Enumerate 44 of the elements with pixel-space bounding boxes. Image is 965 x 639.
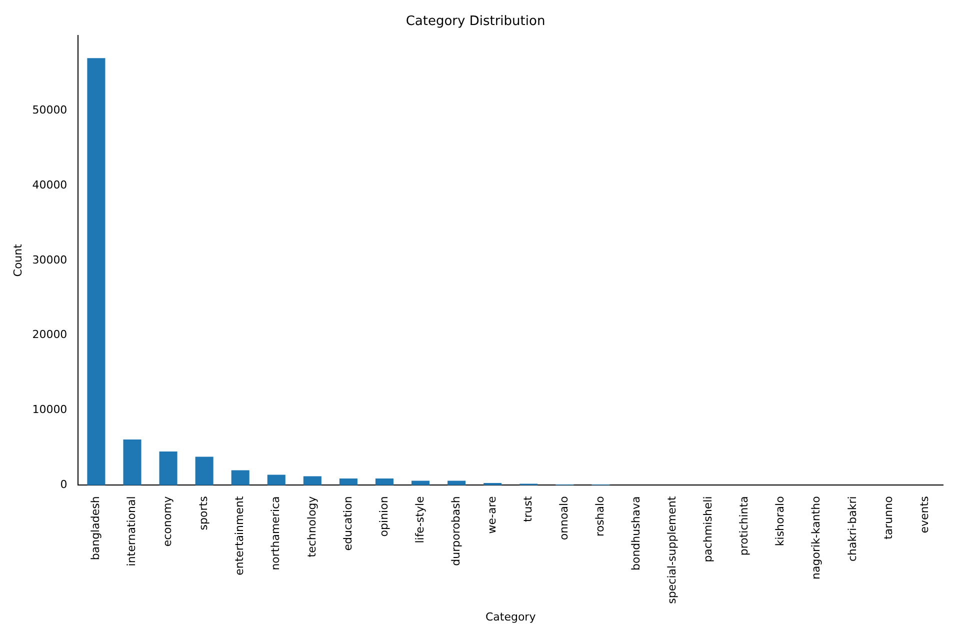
x-tick-label: opinion — [377, 496, 390, 537]
bar — [231, 470, 250, 486]
x-tick-label: chakri-bakri — [846, 496, 859, 562]
bar — [412, 480, 430, 486]
x-tick-label: we-are — [485, 496, 498, 534]
x-tick-label: economy — [161, 496, 174, 547]
x-tick-label: bondhushava — [630, 496, 643, 571]
x-tick-label: international — [125, 496, 138, 566]
bar — [195, 456, 214, 486]
bar — [87, 58, 106, 486]
x-tick-label: events — [918, 496, 931, 534]
x-tick-label: durporobash — [449, 496, 462, 566]
x-tick-label: roshalo — [594, 496, 607, 536]
x-tick-label: life-style — [413, 496, 426, 544]
x-tick-label: trust — [521, 496, 534, 522]
x-tick-label: northamerica — [269, 496, 282, 570]
x-tick-label: kishoralo — [774, 496, 787, 546]
y-tick-label: 10000 — [32, 403, 68, 416]
x-tick-label: bangladesh — [89, 496, 102, 560]
y-tick-label: 30000 — [32, 253, 68, 266]
bar — [375, 478, 394, 486]
bar — [448, 480, 466, 486]
x-tick-label: onnoalo — [558, 496, 571, 540]
bar — [123, 439, 142, 486]
bar — [159, 451, 178, 486]
y-tick-label: 20000 — [32, 328, 68, 342]
y-tick-label: 0 — [60, 478, 68, 492]
x-tick-label: nagorik-kantho — [810, 496, 823, 580]
x-tick-label: tarunno — [882, 496, 895, 540]
x-axis-title: Category — [485, 610, 536, 624]
bar — [339, 478, 358, 486]
y-tick-label: 50000 — [32, 103, 68, 116]
bar — [303, 476, 322, 486]
x-tick-label: protichinta — [738, 496, 751, 556]
x-tick-label: technology — [305, 496, 318, 558]
x-tick-label: pachmisheli — [702, 496, 715, 562]
bar — [267, 474, 286, 486]
chart-title: Category Distribution — [406, 14, 546, 30]
y-tick-label: 40000 — [32, 178, 68, 192]
y-axis-title: Count — [11, 243, 24, 277]
x-tick-label: special-supplement — [666, 496, 679, 604]
x-tick-label: education — [341, 496, 354, 551]
x-tick-label: sports — [197, 496, 210, 530]
x-tick-label: entertainment — [233, 496, 246, 576]
